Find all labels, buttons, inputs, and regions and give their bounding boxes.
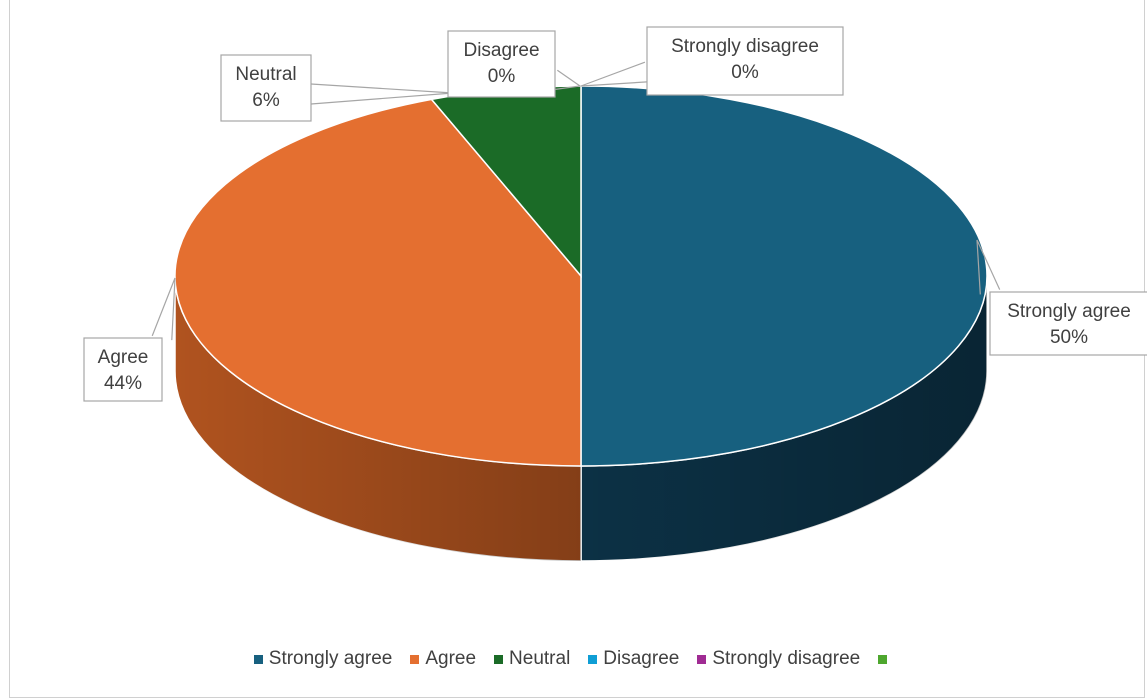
data-label-leader-strongly-disagree — [580, 61, 650, 87]
data-label-leader-disagree — [552, 69, 582, 91]
data-label-percent-neutral: 6% — [252, 90, 280, 111]
legend-item-neutral: Neutral — [494, 648, 570, 670]
legend-swatch — [253, 654, 263, 664]
data-label-category-strongly-disagree: Strongly disagree — [671, 36, 819, 57]
legend-label: Strongly disagree — [712, 648, 861, 669]
data-label-percent-disagree: 0% — [488, 66, 516, 87]
legend-label: Strongly agree — [268, 648, 393, 669]
data-label-category-strongly-agree: Strongly agree — [1007, 301, 1131, 322]
data-label-box-strongly-agree — [989, 291, 1147, 356]
data-label-box-disagree — [447, 30, 556, 98]
pie-side-shade-agree — [175, 276, 581, 561]
data-label-percent-agree: 44% — [104, 373, 142, 394]
legend-item-strongly-agree: Strongly agree — [253, 648, 393, 670]
data-label-category-agree: Agree — [98, 347, 149, 368]
chart-legend: Strongly agree Agree Neutral Disagree Strong… — [0, 648, 1147, 670]
legend-item-disagree: Disagree — [588, 648, 679, 670]
data-label-percent-strongly-agree: 50% — [1050, 327, 1088, 348]
legend-item-strongly-disagree: Strongly disagree — [697, 648, 860, 670]
pie-slice-strongly-agree — [580, 85, 988, 467]
legend-item-agree: Agree — [410, 648, 476, 670]
data-label-box-neutral — [220, 54, 312, 122]
data-label-box-agree — [83, 337, 163, 402]
data-label-leader-agree — [151, 277, 176, 341]
legend-swatch — [588, 654, 598, 664]
pie-slice-agree — [174, 98, 582, 467]
data-label-percent-strongly-disagree: 0% — [731, 62, 759, 83]
data-label-category-neutral: Neutral — [235, 64, 296, 85]
legend-swatch — [410, 654, 420, 664]
legend-swatch — [697, 654, 707, 664]
legend-swatch — [878, 654, 888, 664]
legend-item-unnamed — [878, 654, 893, 664]
legend-label: Disagree — [603, 648, 680, 669]
pie-side-shade-strongly-agree — [581, 276, 987, 561]
data-label-box-strongly-disagree — [646, 26, 844, 96]
legend-swatch — [494, 654, 504, 664]
legend-label: Neutral — [509, 648, 571, 669]
data-label-category-disagree: Disagree — [463, 40, 539, 61]
legend-label: Agree — [425, 648, 477, 669]
data-label-leader-strongly-agree — [976, 239, 1001, 295]
